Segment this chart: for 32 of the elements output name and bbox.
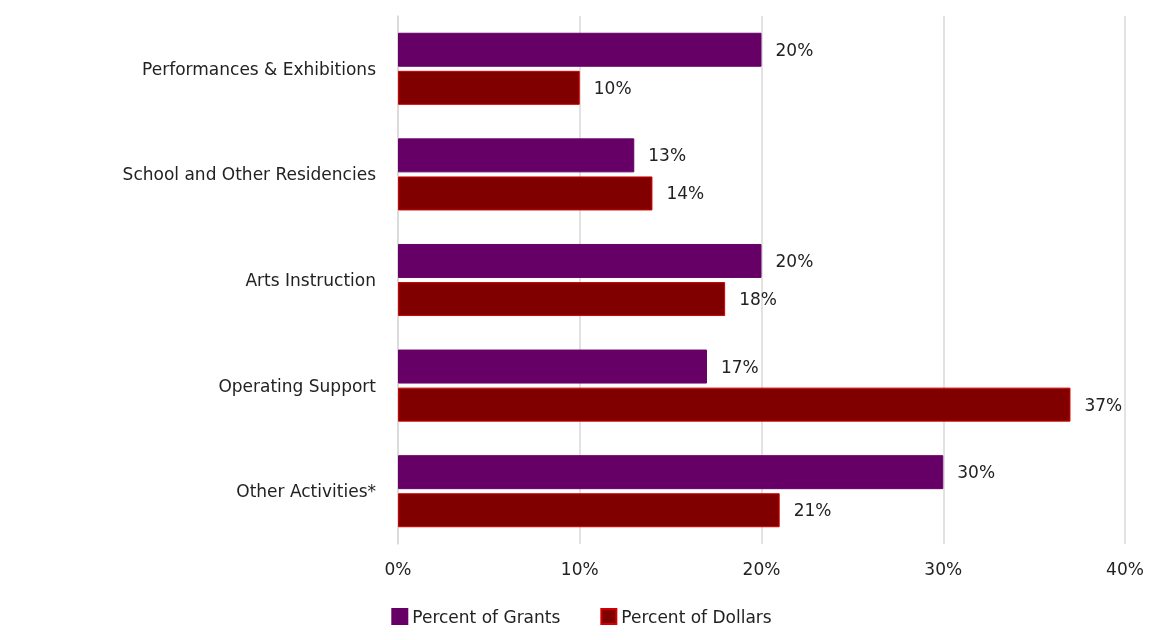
x-tick-label: 0%	[384, 558, 412, 579]
data-label: 10%	[593, 77, 632, 98]
y-tick-label: Arts Instruction	[245, 270, 376, 290]
y-tick-label: Operating Support	[218, 375, 377, 396]
bar	[398, 32, 762, 67]
y-tick-label: Other Activities*	[236, 481, 376, 502]
y-tick-label: Performances & Exhibitions	[142, 58, 377, 79]
data-label: 37%	[1084, 394, 1123, 415]
data-label: 18%	[739, 289, 777, 310]
data-label: 20%	[775, 250, 814, 271]
bar	[398, 455, 944, 490]
legend-label: Percent of Dollars	[621, 606, 772, 627]
x-tick-label: 40%	[1106, 558, 1144, 579]
y-tick-label: School and Other Residencies	[122, 164, 377, 185]
data-label: 17%	[720, 356, 759, 377]
bar	[398, 387, 1071, 422]
data-label: 13%	[648, 145, 687, 166]
bar	[398, 349, 707, 384]
bar	[398, 282, 726, 317]
x-tick-label: 30%	[924, 558, 963, 579]
bar	[398, 70, 580, 105]
bar	[398, 138, 635, 173]
legend-label: Percent of Grants	[412, 606, 561, 627]
bar	[398, 176, 653, 211]
x-tick-label: 10%	[560, 558, 599, 579]
data-label: 30%	[957, 462, 996, 483]
x-tick-label: 20%	[742, 558, 781, 579]
data-label: 20%	[775, 39, 814, 60]
data-label: 14%	[666, 183, 705, 204]
bar	[398, 493, 780, 528]
bar	[398, 243, 762, 278]
data-label: 21%	[793, 500, 832, 521]
